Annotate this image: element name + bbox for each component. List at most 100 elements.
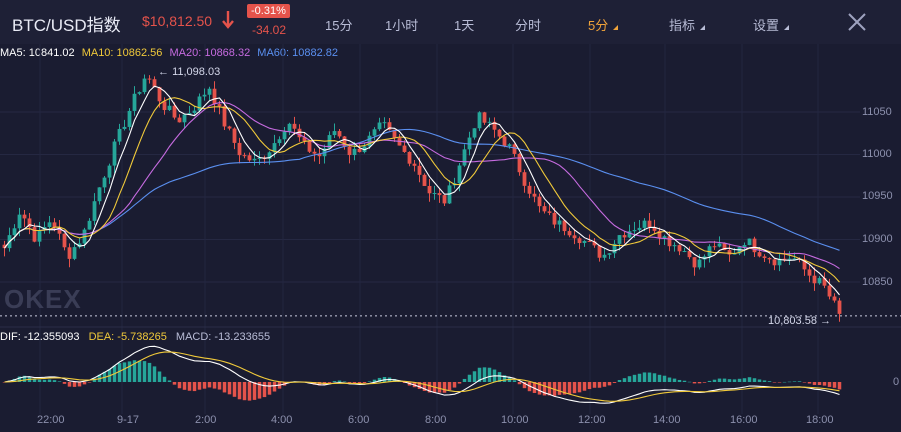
macd-bar [402,382,407,383]
macd-bar [67,382,72,387]
tab-5m[interactable]: 5分 [588,15,619,34]
candle [652,227,657,231]
macd-legend: DIF: -12.355093 DEA: -5.738265 MACD: -13… [0,331,276,343]
price-chart[interactable] [0,44,901,432]
macd-bar [57,381,62,382]
candle [692,257,697,268]
macd-bar [537,382,542,395]
candle [532,193,537,197]
candle [432,193,437,195]
macd-bar [62,382,67,384]
macd-bar [312,382,317,385]
macd-bar [577,382,582,393]
macd-bar [37,379,42,382]
candle [132,93,137,111]
macd-bar [667,377,672,382]
tab-15m[interactable]: 15分 [325,18,353,33]
x-tick-label: 6:00 [348,414,370,426]
change-percent-badge: -0.31% [247,4,290,18]
candle [287,123,292,132]
macd-bar [642,372,647,382]
macd-bar [557,382,562,395]
tab-timeshare[interactable]: 分时 [515,18,542,33]
macd-bar [567,382,572,395]
macd-bar [742,378,747,382]
macd-bar [252,382,257,400]
candle [137,92,142,94]
candle [427,185,432,194]
macd-bar [837,382,842,390]
macd-bar [517,382,522,385]
candle [477,112,482,129]
macd-bar [367,381,372,382]
candle [12,228,17,236]
candle [332,131,337,136]
tab-1h[interactable]: 1小时 [385,18,419,33]
candle [212,88,217,105]
candle [832,296,837,301]
candle [617,235,622,244]
macd-bar [52,380,57,382]
candle [457,165,462,184]
candle [227,126,232,129]
macd-bar [177,382,182,389]
candle [337,131,342,137]
macd-bar [127,361,132,382]
macd-bar [662,375,667,382]
macd-bar [87,382,92,383]
candle [767,258,772,260]
candle [327,135,332,149]
macd-bar [117,363,122,382]
macd-bar [2,382,7,383]
macd-bar [137,360,142,382]
candle [557,220,562,225]
candle [242,155,247,157]
macd-bar [717,378,722,382]
macd-bar [812,382,817,385]
tab-1d[interactable]: 1天 [454,18,475,33]
x-tick-label: 12:00 [578,414,606,426]
dea-line [4,351,840,402]
y-tick-label: 11050 [862,106,892,118]
candle [277,139,282,144]
candle [272,143,277,153]
x-tick-label: 22:00 [37,414,65,426]
candle [57,227,62,234]
macd-bar [147,362,152,382]
close-icon[interactable] [846,11,868,33]
macd-bar [782,381,787,383]
candle [177,117,182,123]
macd-bar [237,382,242,400]
macd-bar [132,360,137,382]
candle [742,245,747,248]
indicator-menu[interactable]: 指标 [669,15,706,34]
candle [717,243,722,247]
macd-bar [212,382,217,389]
candle [562,220,567,232]
candle [777,258,782,266]
candle [817,278,822,284]
candle [377,122,382,130]
macd-bar [227,382,232,395]
macd-bar [17,376,22,382]
candle [687,251,692,258]
candle [757,252,762,257]
candle [292,123,297,129]
candle [792,258,797,260]
candle [237,142,242,156]
macd-bar [122,362,127,382]
settings-menu[interactable]: 设置 [753,15,790,34]
macd-bar [767,381,772,382]
macd-bar [422,382,427,391]
macd-bar [157,371,162,382]
macd-bar [337,380,342,382]
macd-bar [802,382,807,383]
candle [47,222,52,227]
candle [612,243,617,254]
dif-value: DIF: -12.355093 [0,331,80,343]
candle [657,230,662,239]
macd-bar [12,378,17,382]
current-price: $10,812.50 [142,13,213,29]
candle [732,253,737,255]
macd-bar [817,382,822,386]
